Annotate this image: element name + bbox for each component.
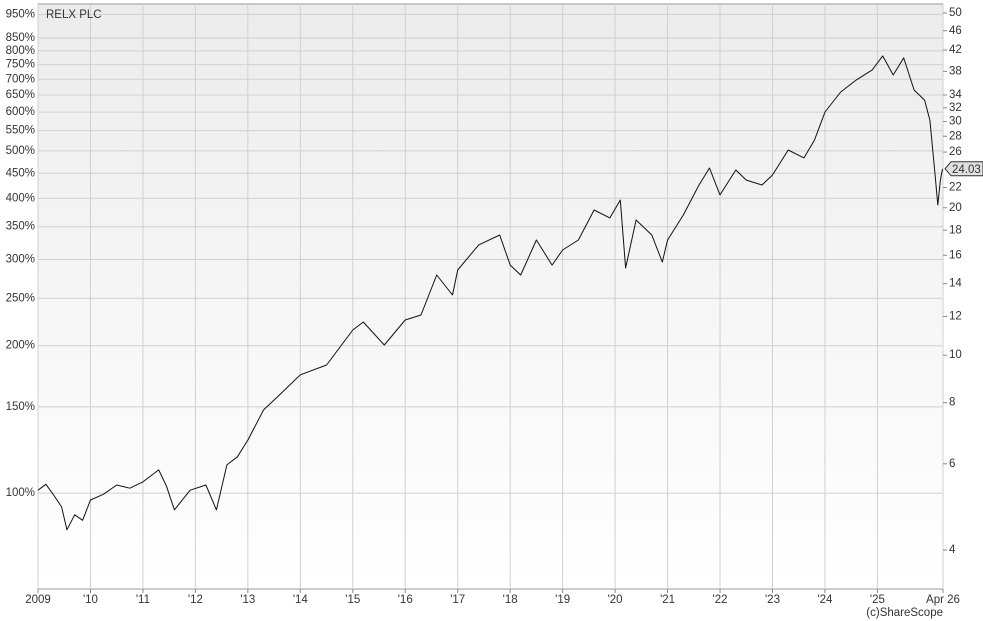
x-tick-label: '12 [188,594,203,606]
y2-tick-label: 6 [949,458,955,470]
y-tick-label: 550% [6,125,35,137]
x-tick-label: '18 [503,594,518,606]
y-tick-label: 500% [6,145,35,157]
y2-tick-label: 50 [949,7,962,19]
y-tick-label: 350% [6,221,35,233]
y-tick-label: 800% [6,45,35,57]
x-tick-label: '20 [608,594,623,606]
y2-tick-label: 38 [949,65,962,77]
plot-area [37,3,944,590]
y2-tick-label: 32 [949,102,962,114]
y2-tick-label: 18 [949,224,962,236]
y2-tick-label: 16 [949,249,962,261]
y-tick-label: 400% [6,192,35,204]
y-tick-label: 450% [6,167,35,179]
x-tick-label: '14 [293,594,309,606]
y2-tick-label: 22 [949,182,962,194]
price-line [37,55,943,531]
x-tick-label: '11 [136,594,150,606]
x-tick-label: Apr 26 [926,594,960,606]
y-tick-label: 650% [6,89,35,101]
y2-tick-label: 34 [949,89,962,101]
x-tick-label: '15 [345,594,360,606]
x-tick-label: '17 [450,594,465,606]
x-tick-label: '23 [765,594,780,606]
y2-tick-label: 4 [949,544,956,556]
x-tick-label: '22 [713,594,728,606]
x-tick-label: '24 [817,594,833,606]
x-tick-label: '21 [660,594,675,606]
x-tick-label: '25 [870,594,885,606]
x-tick-label: '16 [398,594,413,606]
y2-tick-label: 26 [949,146,962,158]
y2-tick-label: 42 [949,44,962,56]
y2-tick-label: 12 [949,310,962,322]
y-tick-label: 600% [6,106,35,118]
y-tick-label: 750% [6,59,35,71]
y2-tick-label: 46 [949,25,962,37]
chart-title: RELX PLC [46,9,102,21]
last-price-tag [944,161,983,177]
y2-tick-label: 28 [949,130,962,142]
y-tick-label: 250% [6,292,35,304]
y-tick-label: 300% [6,254,35,266]
x-tick-label: '10 [83,594,98,606]
y-tick-label: 100% [6,487,35,499]
x-tick-label: 2009 [25,594,51,606]
y-tick-label: 150% [6,401,35,413]
y-tick-label: 700% [6,73,35,85]
y2-tick-label: 14 [949,278,962,290]
y2-tick-label: 10 [949,349,962,361]
y2-tick-label: 30 [949,116,962,128]
last-price-label: 24.03 [952,164,981,176]
y-tick-label: 200% [6,340,35,352]
x-tick-label: '13 [240,594,255,606]
y-tick-label: 950% [6,8,35,20]
y2-tick-label: 20 [949,202,962,214]
source: (c)ShareScope [866,607,943,619]
y2-tick-label: 8 [949,397,955,409]
y-tick-label: 850% [6,32,35,44]
x-tick-label: '19 [555,594,570,606]
